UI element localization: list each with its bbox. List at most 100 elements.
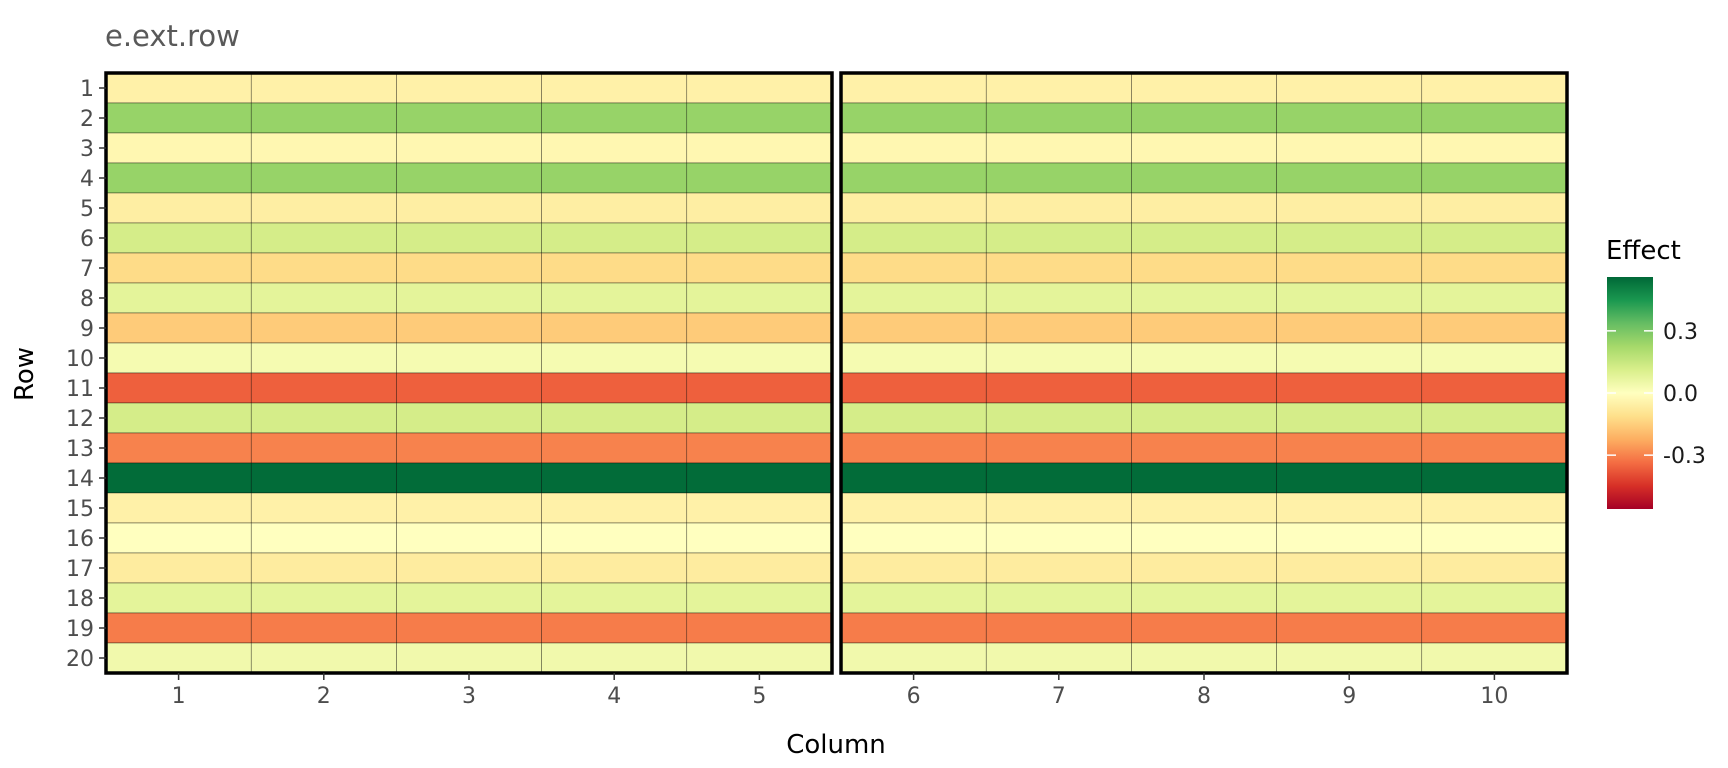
heatmap-cell <box>840 282 987 314</box>
heatmap-cell <box>686 462 833 494</box>
y-tick-label: 20 <box>66 647 94 672</box>
heatmap-cell <box>686 522 833 554</box>
heatmap-cell <box>396 582 542 614</box>
heatmap-cell <box>250 342 397 374</box>
heatmap-cell <box>105 582 252 614</box>
x-tick-label: 2 <box>317 684 331 709</box>
chart-title: e.ext.row <box>105 19 240 53</box>
heatmap-cell <box>541 192 688 224</box>
heatmap-cell <box>541 162 688 194</box>
heatmap-cell <box>541 222 688 254</box>
panel-2 <box>839 71 1569 675</box>
x-tick-label: 9 <box>1342 684 1356 709</box>
heatmap-cell <box>1131 192 1277 224</box>
heatmap-cell <box>1421 132 1568 164</box>
y-tick-label: 5 <box>80 197 94 222</box>
heatmap-cell <box>985 372 1132 404</box>
x-tick-label: 1 <box>172 684 186 709</box>
heatmap-cell <box>541 282 688 314</box>
heatmap-cell <box>250 582 397 614</box>
heatmap-cell <box>1276 102 1423 134</box>
heatmap-cell <box>686 492 833 524</box>
heatmap-cell <box>250 372 397 404</box>
heatmap-cell <box>1131 132 1277 164</box>
heatmap-cell <box>541 402 688 434</box>
heatmap-cell <box>1276 282 1423 314</box>
heatmap-cell <box>985 402 1132 434</box>
heatmap-cell <box>985 162 1132 194</box>
heatmap-cell <box>396 342 542 374</box>
heatmap-cell <box>985 282 1132 314</box>
heatmap-cell <box>396 462 542 494</box>
heatmap-cell <box>686 342 833 374</box>
heatmap-cell <box>840 642 987 674</box>
heatmap-cell <box>985 192 1132 224</box>
heatmap-cell <box>686 72 833 104</box>
y-tick-label: 12 <box>66 407 94 432</box>
heatmap-cell <box>396 522 542 554</box>
heatmap-cell <box>840 432 987 464</box>
heatmap-cell <box>840 192 987 224</box>
y-tick-label: 6 <box>80 227 94 252</box>
y-tick-label: 14 <box>66 467 94 492</box>
heatmap-cell <box>686 402 833 434</box>
heatmap-cell <box>250 252 397 284</box>
heatmap-panels <box>104 71 1569 675</box>
heatmap-cell <box>1131 552 1277 584</box>
heatmap-cell <box>1421 372 1568 404</box>
legend-title: Effect <box>1606 236 1681 266</box>
heatmap-cell <box>541 342 688 374</box>
heatmap-cell <box>1131 312 1277 344</box>
heatmap-cell <box>541 582 688 614</box>
heatmap-cell <box>686 372 833 404</box>
heatmap-cell <box>1421 462 1568 494</box>
heatmap-cell <box>840 342 987 374</box>
heatmap-cell <box>840 402 987 434</box>
heatmap-cell <box>840 552 987 584</box>
heatmap-cell <box>105 522 252 554</box>
heatmap-cell <box>105 552 252 584</box>
heatmap-cell <box>1276 342 1423 374</box>
heatmap-cell <box>1421 582 1568 614</box>
heatmap-cell <box>840 582 987 614</box>
heatmap-cell <box>686 282 833 314</box>
heatmap-cell <box>1276 522 1423 554</box>
heatmap-cell <box>1421 192 1568 224</box>
heatmap-cell <box>1276 222 1423 254</box>
heatmap-cell <box>250 642 397 674</box>
heatmap-cell <box>541 522 688 554</box>
x-axis-ticks: 1 2 3 4 5 6 7 8 9 10 <box>172 673 1508 709</box>
heatmap-cell <box>840 492 987 524</box>
heatmap-cell <box>1421 642 1568 674</box>
heatmap-cell <box>840 372 987 404</box>
legend-tick-label: 0.3 <box>1663 320 1698 345</box>
heatmap-cell <box>105 492 252 524</box>
heatmap-cell <box>250 192 397 224</box>
y-tick-label: 4 <box>80 167 94 192</box>
heatmap-cell <box>250 102 397 134</box>
heatmap-cell <box>396 282 542 314</box>
heatmap-cell <box>1131 492 1277 524</box>
y-tick-label: 16 <box>66 527 94 552</box>
heatmap-cell <box>985 342 1132 374</box>
heatmap-cell <box>1131 72 1277 104</box>
y-tick-label: 3 <box>80 137 94 162</box>
heatmap-cell <box>840 522 987 554</box>
heatmap-cell <box>1276 252 1423 284</box>
heatmap-cell <box>1131 582 1277 614</box>
heatmap-cell <box>105 252 252 284</box>
heatmap-cell <box>1276 192 1423 224</box>
heatmap-cell <box>985 522 1132 554</box>
heatmap-cell <box>686 432 833 464</box>
heatmap-cell <box>1131 612 1277 644</box>
y-tick-label: 1 <box>80 77 94 102</box>
heatmap-cell <box>1276 312 1423 344</box>
heatmap-cell <box>985 492 1132 524</box>
heatmap-cell <box>985 222 1132 254</box>
heatmap-cell <box>396 72 542 104</box>
heatmap-cell <box>541 312 688 344</box>
legend-tick-label: 0.0 <box>1663 382 1698 407</box>
heatmap-cell <box>985 102 1132 134</box>
